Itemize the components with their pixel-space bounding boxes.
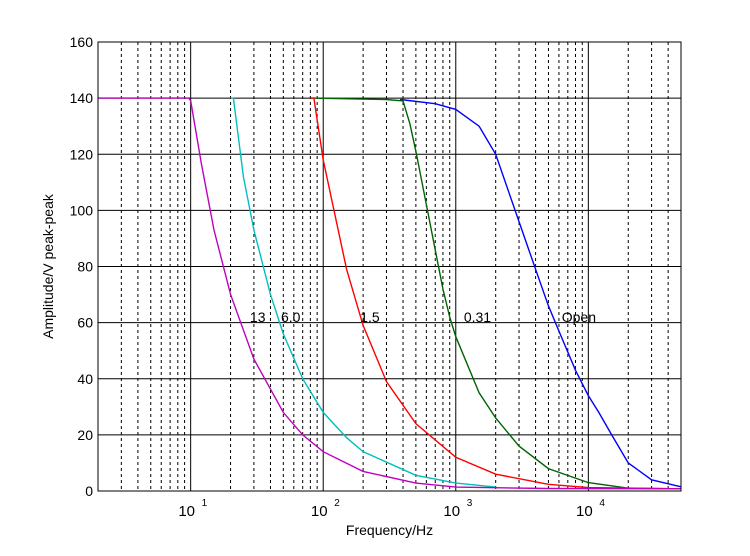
curve-label: 1.5 [360,309,380,325]
plot-frame [97,41,682,492]
series-line-0 [400,98,682,488]
y-tick-label: 20 [77,427,93,443]
y-tick-label: 120 [70,146,94,162]
x-tick-label: 10 [311,503,328,520]
x-axis-label: Frequency/Hz [346,522,433,538]
x-tick-exponent: 4 [599,498,605,509]
curve-label: 6.0 [281,309,301,325]
x-tick-label: 10 [443,503,460,520]
x-tick-label: 10 [178,503,195,520]
x-tick-label: 10 [576,503,593,520]
series-line-1 [310,97,682,490]
series-line-2 [310,97,682,490]
y-tick-label: 0 [85,483,93,499]
y-axis-label: Amplitude/V peak-peak [40,193,56,339]
y-tick-label: 160 [70,34,94,50]
y-tick-label: 140 [70,90,94,106]
y-tick-label: 60 [77,315,93,331]
y-tick-label: 40 [77,371,93,387]
x-tick-exponent: 3 [467,498,473,509]
y-tick-label: 100 [70,202,94,218]
x-tick-exponent: 2 [334,498,340,509]
series-line-3 [230,97,496,488]
x-tick-exponent: 1 [202,498,208,509]
series-line-4 [98,97,682,490]
curve-label: Open [562,309,596,325]
curve-label: 13 [250,309,266,325]
curve-label: 0.31 [464,309,491,325]
y-tick-label: 80 [77,259,93,275]
